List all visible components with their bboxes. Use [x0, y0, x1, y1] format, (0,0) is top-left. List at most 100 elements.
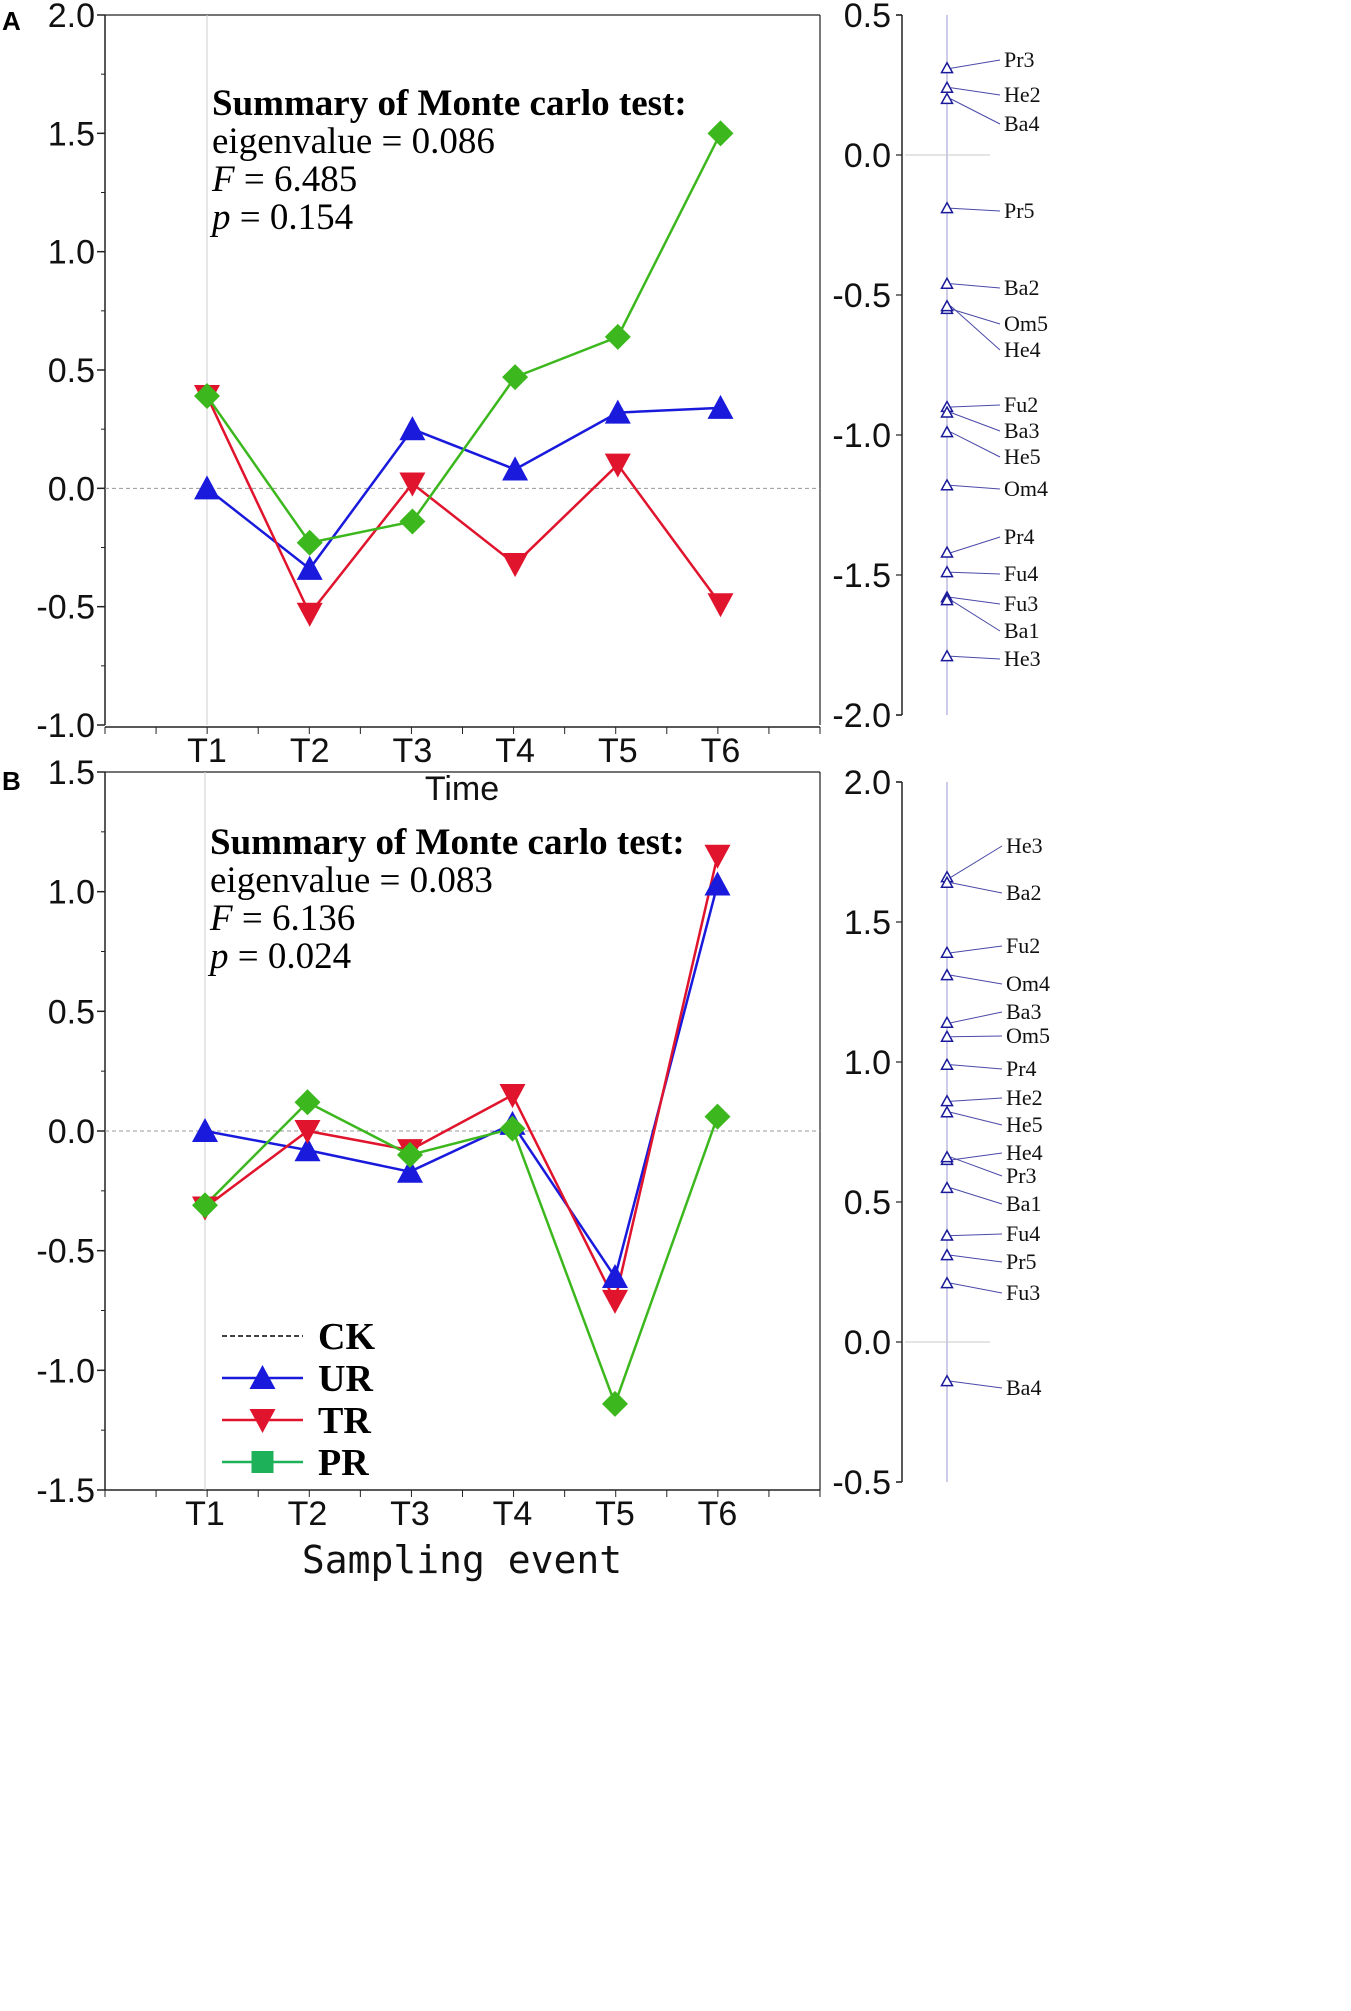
species-label-ba4: Ba4: [1004, 111, 1039, 136]
species-point-pr4: [940, 545, 954, 558]
species-point-ba4: [940, 91, 954, 105]
panel-b: B 1.5 1.0 0.5 0.0 -0.5 -1.0 -1.5 T1 T2 T3 T4 T5 T6 Sam…: [2, 754, 1050, 1582]
species-label-he4: He4: [1004, 337, 1041, 362]
x-tick-label: T3: [393, 732, 433, 770]
species-point-pr5: [940, 201, 954, 214]
panel-label: A: [2, 6, 21, 36]
species-point-fu3: [940, 1276, 954, 1289]
species-label-he5: He5: [1004, 444, 1041, 469]
species-leader-line: [950, 207, 1001, 212]
x-tick-label: T4: [493, 1495, 533, 1533]
species-label-pr5: Pr5: [1004, 198, 1035, 223]
species-leader-line: [950, 1380, 1003, 1389]
data-point-pr-t5: [602, 1390, 628, 1417]
legend-label-tr: TR: [318, 1400, 371, 1442]
species-leader-line: [950, 431, 1001, 458]
species-leader-line: [950, 412, 1001, 432]
y-tick-label: 0.0: [48, 1113, 95, 1151]
species-label-pr3: Pr3: [1004, 47, 1035, 72]
x-tick-label: T5: [598, 732, 638, 770]
x-tick-label: T6: [701, 732, 741, 770]
species-point-ba1: [940, 593, 954, 606]
data-point-ur-t2: [296, 555, 323, 580]
annotation-title: Summary of Monte carlo test:: [210, 822, 685, 863]
species-label-fu4: Fu4: [1004, 561, 1038, 586]
species-point-ba4: [940, 1374, 954, 1387]
legend-label-ur: UR: [318, 1358, 373, 1400]
species-label-he5: He5: [1006, 1112, 1043, 1137]
species-point-ba2: [940, 875, 954, 888]
x-axis-title: Time: [425, 770, 499, 808]
species-leader-line: [950, 308, 1001, 325]
species-label-pr3: Pr3: [1006, 1163, 1037, 1188]
series-line-ur: [204, 884, 719, 1280]
data-point-tr-t6: [704, 844, 731, 869]
species-y-tick-label: 0.5: [844, 1184, 891, 1222]
species-leader-line: [950, 845, 1003, 878]
y-tick-label: -0.5: [36, 1233, 95, 1271]
y-tick-label: -0.5: [36, 589, 95, 627]
species-point-ba3: [940, 1015, 954, 1028]
data-point-pr-t4: [502, 364, 529, 391]
species-leader-line: [950, 1035, 1003, 1038]
data-point-tr-t4: [499, 1084, 526, 1109]
species-point-ba1: [940, 1180, 954, 1194]
species-point-pr5: [940, 1248, 954, 1261]
species-leader-line: [950, 1152, 1003, 1161]
series-line-pr: [205, 132, 722, 545]
x-tick-label: T2: [290, 732, 330, 770]
species-label-he3: He3: [1006, 833, 1043, 858]
y-tick-label: -1.0: [36, 707, 95, 745]
species-point-ba3: [940, 405, 954, 418]
species-point-he4: [940, 299, 954, 312]
species-leader-line: [950, 596, 1001, 605]
species-leader-line: [950, 484, 1001, 490]
species-y-tick-label: 1.0: [844, 1044, 891, 1082]
data-point-pr-t4: [499, 1115, 526, 1142]
species-label-om4: Om4: [1004, 476, 1048, 501]
species-y-tick-label: -1.5: [832, 557, 891, 595]
species-leader-line: [950, 1011, 1003, 1024]
y-tick-label: 0.5: [48, 993, 95, 1031]
annotation-f: F = 6.136: [209, 898, 355, 939]
species-label-fu2: Fu2: [1006, 933, 1040, 958]
data-point-tr-t2: [294, 1119, 321, 1144]
data-point-pr-t1: [192, 1192, 218, 1219]
x-tick-label: T5: [595, 1495, 635, 1533]
species-label-ba1: Ba1: [1006, 1191, 1041, 1216]
species-label-ba3: Ba3: [1004, 418, 1039, 443]
species-leader-line: [950, 404, 1001, 408]
species-leader-line: [950, 655, 1001, 660]
data-point-pr-t5: [604, 323, 631, 350]
x-tick-label: T6: [698, 1495, 738, 1533]
x-axis-title: Sampling event: [302, 1538, 622, 1582]
species-point-pr3: [940, 61, 954, 74]
species-y-tick-label: -1.0: [832, 417, 891, 455]
data-point-tr-t5: [602, 1289, 628, 1314]
species-label-he3: He3: [1004, 646, 1041, 671]
species-label-fu3: Fu3: [1006, 1280, 1040, 1305]
species-y-tick-label: -2.0: [832, 697, 891, 735]
legend-marker-pr: [251, 1451, 274, 1473]
species-label-fu4: Fu4: [1006, 1221, 1040, 1246]
panel-a: A 2.0 1.5 1.0 0.5 0.0 -0.5 -1.0 T1 T2 T3 T4 T5 T6 Time…: [2, 0, 1048, 808]
annotation-eigenvalue: eigenvalue = 0.086: [212, 121, 495, 162]
species-y-tick-label: 0.0: [844, 137, 891, 175]
species-leader-line: [950, 882, 1003, 894]
data-point-pr-t2: [294, 1089, 321, 1116]
data-point-pr-t6: [707, 120, 734, 147]
data-point-tr-t4: [502, 553, 529, 578]
species-leader-line: [950, 536, 1001, 554]
x-tick-label: T1: [187, 732, 227, 770]
species-leader-line: [950, 1282, 1003, 1294]
species-leader-line: [950, 305, 1001, 351]
species-label-he2: He2: [1006, 1085, 1043, 1110]
species-point-om5: [940, 1029, 954, 1042]
legend-label-pr: PR: [318, 1442, 369, 1484]
annotation-p: p = 0.024: [207, 936, 351, 977]
species-label-he2: He2: [1004, 82, 1041, 107]
data-point-tr-t2: [296, 602, 323, 627]
species-label-om4: Om4: [1006, 971, 1050, 996]
data-point-ur-t1: [192, 1118, 218, 1143]
